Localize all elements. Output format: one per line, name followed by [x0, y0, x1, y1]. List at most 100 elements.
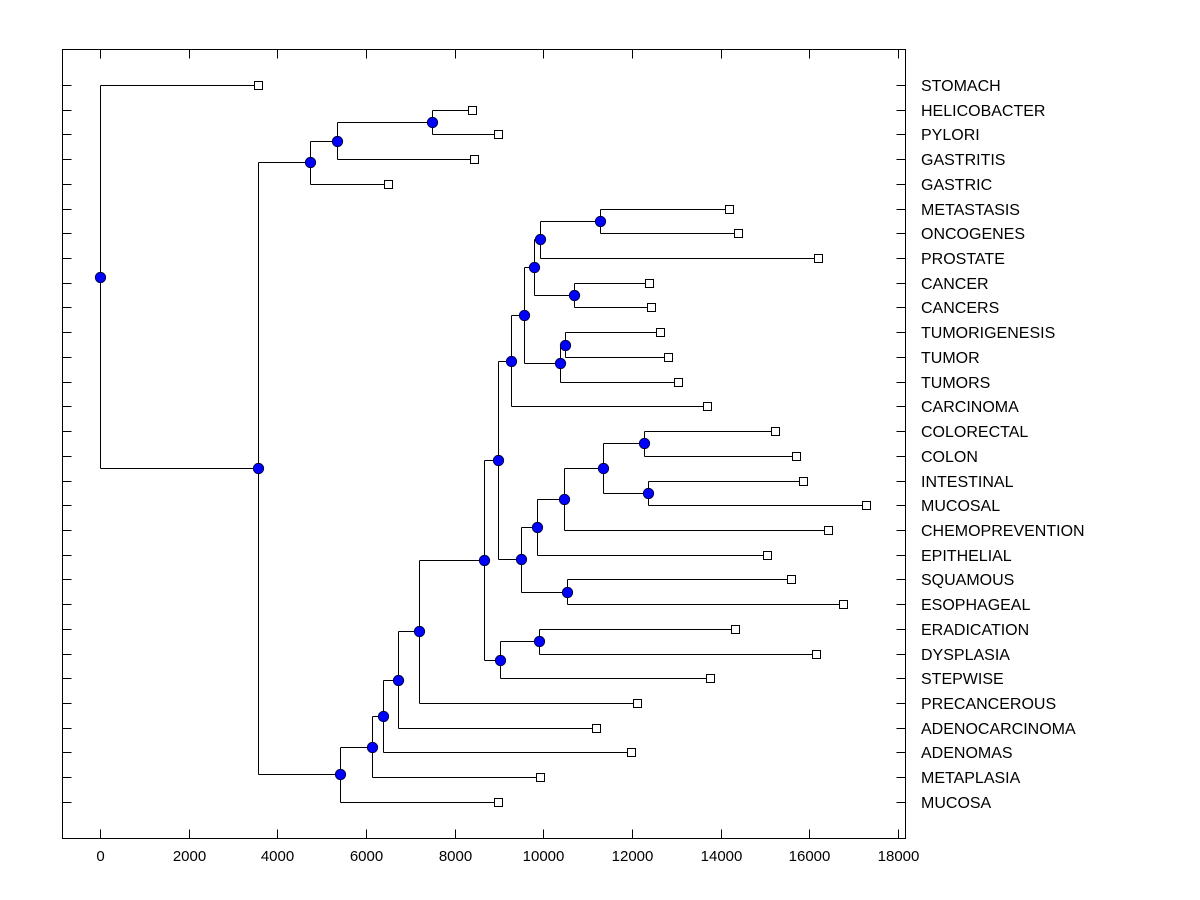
leaf-marker-cancers [647, 303, 656, 312]
leaf-label: ADENOCARCINOMA [921, 721, 1076, 738]
leaf-marker-metaplasia [536, 773, 545, 782]
leaf-label: ONCOGENES [921, 226, 1025, 243]
leaf-label: COLON [921, 449, 978, 466]
leaf-label: CARCINOMA [921, 399, 1019, 416]
leaf-label: TUMORS [921, 375, 990, 392]
node-marker-n_intestinal_mucosal [642, 487, 655, 500]
leaf-marker-helicobacter [468, 106, 477, 115]
leaf-marker-prostate [814, 254, 823, 263]
leaf-label: DYSPLASIA [921, 647, 1010, 664]
leaf-label: ESOPHAGEAL [921, 597, 1030, 614]
leaf-label: CANCER [921, 276, 989, 293]
leaf-label: STOMACH [921, 78, 1001, 95]
leaf-label: STEPWISE [921, 671, 1004, 688]
node-marker-n_epithelial [531, 521, 544, 534]
leaf-marker-mucosal [862, 501, 871, 510]
node-marker-n_upper_a [528, 261, 541, 274]
leaf-label: INTESTINAL [921, 474, 1014, 491]
node-marker-n_erad_dysp [533, 635, 546, 648]
leaf-marker-adenomas [627, 748, 636, 757]
node-marker-n_metaplasia [366, 741, 379, 754]
leaf-label: GASTRIC [921, 177, 992, 194]
node-marker-n_tumors [554, 357, 567, 370]
leaf-label: PROSTATE [921, 251, 1005, 268]
x-tick-label: 10000 [523, 848, 565, 865]
node-marker-n_gastritis [331, 135, 344, 148]
leaf-label: PYLORI [921, 127, 980, 144]
node-marker-n_stepwise [494, 654, 507, 667]
leaf-marker-carcinoma [703, 402, 712, 411]
node-marker-n_meta_onco [594, 215, 607, 228]
leaf-marker-dysplasia [812, 650, 821, 659]
leaf-marker-tumor [664, 353, 673, 362]
node-marker-n_cancer_cancers [568, 289, 581, 302]
node-marker-n_gastric [304, 156, 317, 169]
leaf-label: EPITHELIAL [921, 548, 1012, 565]
leaf-label: PRECANCEROUS [921, 696, 1056, 713]
leaf-labels: STOMACH HELICOBACTER PYLORI GASTRITIS GASTRI… [921, 78, 1085, 812]
node-marker-n_helico_pylori [426, 116, 439, 129]
leaf-marker-tumorigenesis [656, 328, 665, 337]
leaf-label: ADENOMAS [921, 745, 1013, 762]
leaf-marker-chemoprevention [824, 526, 833, 535]
internal-node-markers [94, 116, 655, 781]
leaf-marker-stomach [254, 81, 263, 90]
node-marker-root [94, 271, 107, 284]
x-tick-label: 8000 [439, 848, 472, 865]
x-axis-tick-labels: 0 2000 4000 6000 8000 10000 12000 14000 16000 180… [96, 848, 919, 865]
leaf-marker-tumors [674, 378, 683, 387]
leaf-marker-colorectal [771, 427, 780, 436]
leaf-marker-pylori [494, 130, 503, 139]
x-tick-label: 14000 [701, 848, 743, 865]
node-marker-n_colorectal_colon [638, 437, 651, 450]
leaf-label: METAPLASIA [921, 770, 1021, 787]
leaf-label: METASTASIS [921, 202, 1020, 219]
leaf-marker-eradication [731, 625, 740, 634]
leaf-marker-colon [792, 452, 801, 461]
leaf-marker-stepwise [706, 674, 715, 683]
leaf-label: HELICOBACTER [921, 103, 1045, 120]
x-tick-label: 12000 [612, 848, 654, 865]
leaf-marker-metastasis [725, 205, 734, 214]
x-tick-label: 0 [96, 848, 104, 865]
leaf-markers [254, 81, 871, 807]
leaf-label: MUCOSA [921, 795, 992, 812]
leaf-marker-intestinal [799, 477, 808, 486]
leaf-label: GASTRITIS [921, 152, 1005, 169]
leaf-marker-squamous [787, 575, 796, 584]
leaf-label: CANCERS [921, 300, 999, 317]
x-axis-ticks [100, 49, 899, 839]
leaf-marker-precancerous [633, 699, 642, 708]
dendrogram-links [100, 85, 867, 803]
x-tick-label: 2000 [173, 848, 206, 865]
node-marker-n_tumorig_tumor [559, 339, 572, 352]
node-marker-n_prostate [534, 233, 547, 246]
node-marker-n_mucosa [334, 768, 347, 781]
node-marker-n_upper_b [518, 309, 531, 322]
leaf-label: ERADICATION [921, 622, 1029, 639]
leaf-marker-gastric [384, 180, 393, 189]
node-marker-n_precancerous [413, 625, 426, 638]
node-marker-n_mid [515, 553, 528, 566]
leaf-label: TUMORIGENESIS [921, 325, 1055, 342]
leaf-label: COLORECTAL [921, 424, 1028, 441]
x-tick-label: 4000 [261, 848, 294, 865]
node-marker-n_adenomas [377, 710, 390, 723]
leaf-label: MUCOSAL [921, 498, 1000, 515]
plot-frame [62, 49, 906, 839]
node-marker-n_colon_group [597, 462, 610, 475]
y-axis-ticks [62, 85, 906, 803]
x-tick-label: 18000 [878, 848, 920, 865]
node-marker-n_cancer_block [492, 454, 505, 467]
leaf-label: TUMOR [921, 350, 980, 367]
node-marker-n_adenocarcinoma [392, 674, 405, 687]
node-marker-n_chemo [558, 493, 571, 506]
node-marker-n_carcinoma [505, 355, 518, 368]
x-tick-label: 6000 [350, 848, 383, 865]
leaf-marker-oncogenes [734, 229, 743, 238]
node-marker-n_rest [252, 462, 265, 475]
leaf-marker-mucosa [494, 798, 503, 807]
leaf-label: SQUAMOUS [921, 572, 1014, 589]
leaf-marker-esophageal [839, 600, 848, 609]
node-marker-n_big [478, 554, 491, 567]
